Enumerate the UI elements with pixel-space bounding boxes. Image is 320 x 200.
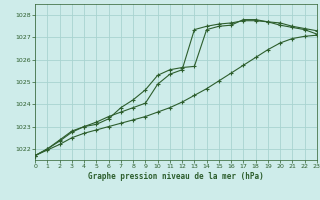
X-axis label: Graphe pression niveau de la mer (hPa): Graphe pression niveau de la mer (hPa) [88, 172, 264, 181]
